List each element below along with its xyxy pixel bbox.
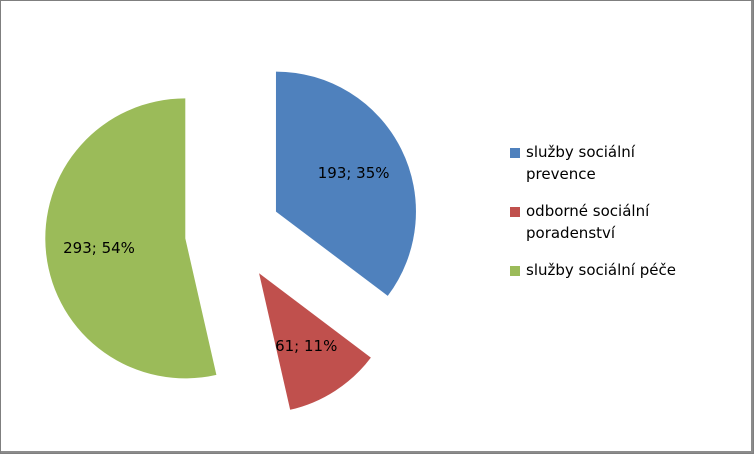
legend-label-prevence: služby sociální prevence — [526, 143, 635, 183]
pie-slice-pece — [45, 98, 217, 379]
legend-label-pece: služby sociální péče — [526, 261, 676, 279]
legend-key-pece — [510, 266, 520, 276]
chart-legend: služby sociální prevence odborné sociáln… — [510, 141, 740, 296]
pie-data-labels: 193; 35% 61; 11% 293; 54% — [63, 164, 389, 355]
data-label-prevence: 193; 35% — [318, 164, 390, 182]
pie-slice-poradenstvi — [259, 273, 371, 410]
pie-slices — [45, 71, 416, 410]
legend-item-prevence: služby sociální prevence — [510, 141, 740, 185]
legend-key-poradenstvi — [510, 207, 520, 217]
legend-label-poradenstvi: odborné sociální poradenství — [526, 202, 650, 242]
legend-key-prevence — [510, 148, 520, 158]
data-label-pece: 293; 54% — [63, 239, 135, 257]
pie-slice-prevence — [275, 71, 416, 296]
legend-item-poradenstvi: odborné sociální poradenství — [510, 200, 740, 244]
legend-item-pece: služby sociální péče — [510, 259, 740, 281]
data-label-poradenstvi: 61; 11% — [275, 337, 337, 355]
